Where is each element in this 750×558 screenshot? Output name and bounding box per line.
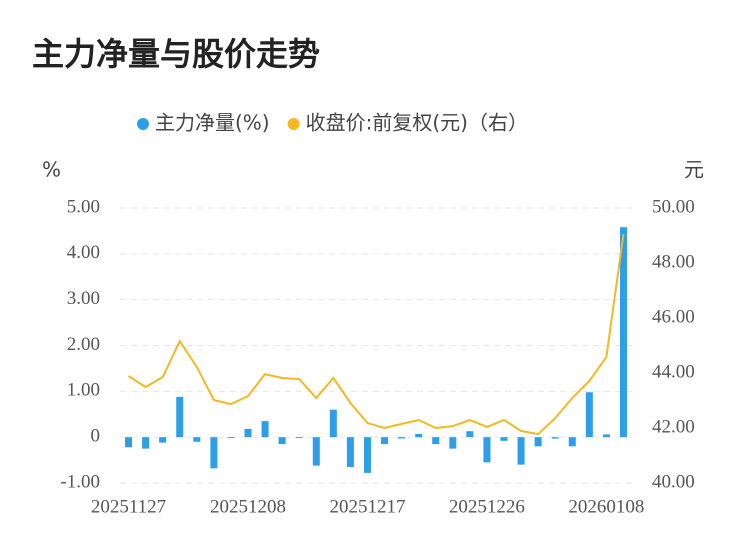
legend-marker — [287, 118, 300, 130]
bar — [278, 437, 286, 445]
x-tick-label: 20251208 — [210, 496, 286, 517]
y-tick-label: 0 — [91, 426, 101, 447]
bar — [398, 437, 406, 439]
bar — [159, 437, 167, 443]
bar — [244, 428, 252, 438]
y2-axis-label: 元 — [684, 158, 704, 182]
bar — [329, 409, 337, 438]
y-tick-label: 5.00 — [67, 196, 100, 217]
x-tick-label: 20260108 — [568, 496, 644, 517]
bar — [227, 437, 235, 439]
y-tick-label: 4.00 — [67, 242, 100, 263]
bar — [381, 437, 389, 445]
bar — [534, 437, 542, 447]
bar — [466, 431, 474, 438]
y2-tick-label: 42.00 — [652, 416, 695, 437]
bar — [585, 392, 593, 438]
bar — [125, 437, 133, 448]
bar — [432, 437, 440, 445]
bar — [483, 437, 491, 463]
y-tick-label: 2.00 — [67, 334, 100, 355]
y-tick-label: 3.00 — [67, 288, 100, 309]
bar — [517, 437, 525, 465]
y2-tick-label: 46.00 — [652, 306, 695, 327]
x-tick-label: 20251127 — [91, 496, 166, 517]
y2-tick-label: 44.00 — [652, 361, 695, 382]
price-line — [127, 233, 625, 436]
bar — [142, 437, 150, 449]
bar — [363, 437, 371, 473]
bar — [551, 437, 559, 439]
y2-tick-label: 50.00 — [652, 196, 695, 217]
y-tick-label: 1.00 — [67, 380, 100, 401]
x-tick-label: 20251226 — [449, 496, 525, 517]
y2-tick-label: 40.00 — [652, 471, 695, 492]
bar — [295, 437, 303, 439]
x-tick-label: 20251217 — [329, 496, 405, 517]
bar — [346, 437, 354, 467]
bar — [193, 437, 201, 442]
bar — [312, 437, 320, 466]
bar — [261, 421, 269, 438]
bar — [449, 437, 457, 449]
bar — [176, 396, 184, 438]
bar — [500, 437, 508, 441]
bar — [568, 437, 576, 447]
legend-label: 收盘价:前复权(元)（右） — [306, 111, 528, 135]
y-tick-label: -1.00 — [60, 471, 100, 492]
legend-label: 主力净量(%) — [155, 111, 270, 135]
bar — [415, 433, 423, 438]
bar — [602, 434, 610, 438]
chart-title: 主力净量与股价走势 — [32, 35, 320, 73]
y2-tick-label: 48.00 — [652, 251, 695, 272]
bar — [619, 227, 627, 438]
bar — [210, 437, 218, 469]
y-axis-label: % — [42, 158, 61, 182]
legend-marker — [137, 118, 149, 130]
